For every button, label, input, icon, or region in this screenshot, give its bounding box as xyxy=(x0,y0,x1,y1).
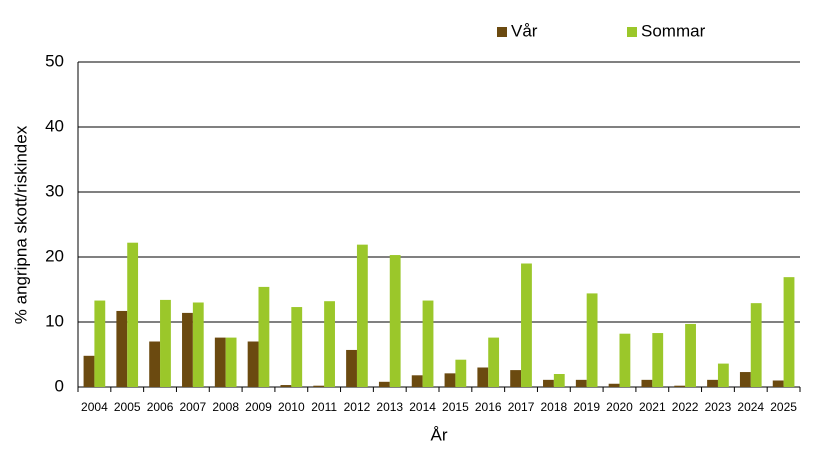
x-tick-label: 2016 xyxy=(475,400,502,414)
x-tick-label: 2006 xyxy=(147,400,174,414)
x-tick-label: 2025 xyxy=(770,400,797,414)
legend-label: Vår xyxy=(511,21,538,40)
bar xyxy=(674,385,686,387)
bar xyxy=(83,355,95,387)
bar xyxy=(783,277,795,387)
bar xyxy=(291,307,303,387)
bar xyxy=(553,374,565,387)
bar xyxy=(182,312,193,387)
bar xyxy=(422,300,434,387)
bar xyxy=(543,379,554,387)
x-tick-label: 2019 xyxy=(573,400,600,414)
x-tick-label: 2017 xyxy=(508,400,535,414)
legend-label: Sommar xyxy=(641,21,706,40)
x-tick-label: 2009 xyxy=(245,400,272,414)
bar xyxy=(356,244,368,387)
bar xyxy=(510,370,522,387)
x-tick-label: 2005 xyxy=(114,400,141,414)
bar xyxy=(313,385,325,387)
bar xyxy=(750,303,762,387)
bar xyxy=(586,293,598,387)
x-tick-label: 2011 xyxy=(311,400,337,414)
x-tick-label: 2022 xyxy=(672,400,699,414)
legend-swatch xyxy=(627,27,637,37)
x-tick-label: 2008 xyxy=(212,400,239,414)
x-tick-label: 2004 xyxy=(81,400,108,414)
bar xyxy=(477,367,489,387)
x-tick-label: 2007 xyxy=(180,400,207,414)
bar xyxy=(455,359,467,387)
bar xyxy=(247,341,259,387)
x-tick-label: 2012 xyxy=(344,400,371,414)
x-tick-label: 2020 xyxy=(606,400,633,414)
x-tick-label: 2023 xyxy=(705,400,732,414)
bar xyxy=(214,337,226,387)
bar xyxy=(652,333,664,387)
x-axis-label: År xyxy=(431,425,448,444)
x-tick-label: 2024 xyxy=(737,400,764,414)
bar xyxy=(258,286,270,387)
bar xyxy=(389,255,401,387)
y-tick-label: 10 xyxy=(45,311,64,330)
bar xyxy=(160,299,171,387)
y-tick-label: 50 xyxy=(45,51,64,70)
bar xyxy=(127,242,139,387)
bar xyxy=(225,337,237,387)
x-tick-label: 2015 xyxy=(442,400,469,414)
bar xyxy=(149,341,161,387)
bar xyxy=(346,349,357,387)
bar xyxy=(739,372,751,387)
y-tick-label: 40 xyxy=(45,116,64,135)
bar xyxy=(641,379,653,387)
y-tick-label: 0 xyxy=(55,376,64,395)
x-tick-label: 2010 xyxy=(278,400,305,414)
x-tick-label: 2018 xyxy=(541,400,568,414)
bar xyxy=(707,379,718,387)
legend-swatch xyxy=(497,27,507,37)
bar xyxy=(685,323,696,387)
x-tick-label: 2021 xyxy=(639,400,666,414)
bar xyxy=(116,310,128,387)
bar xyxy=(521,263,532,387)
x-tick-label: 2014 xyxy=(409,400,436,414)
bar xyxy=(488,337,500,387)
y-axis-label: % angripna skott/riskindex xyxy=(11,125,30,324)
bar xyxy=(411,375,423,387)
bar xyxy=(575,379,587,387)
y-tick-label: 30 xyxy=(45,181,64,200)
bar xyxy=(619,333,631,387)
bar xyxy=(280,385,292,387)
bar xyxy=(94,300,106,387)
bar xyxy=(324,301,335,387)
y-tick-label: 20 xyxy=(45,246,64,265)
bar xyxy=(772,380,784,387)
bar xyxy=(378,381,390,387)
bar xyxy=(608,383,620,387)
bar xyxy=(444,373,456,387)
x-tick-label: 2013 xyxy=(376,400,403,414)
bar xyxy=(192,302,204,387)
bar xyxy=(717,363,729,387)
